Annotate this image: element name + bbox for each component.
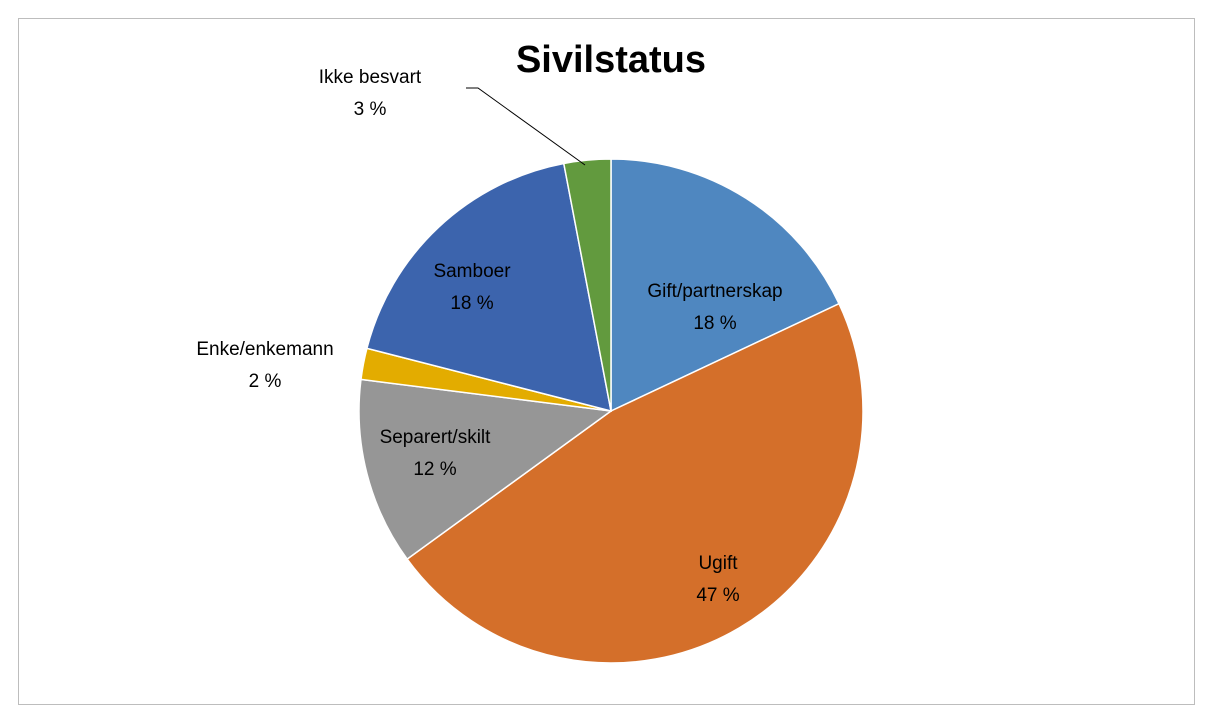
slice-value-label: 47 % [696, 585, 739, 606]
pie-slice [366, 162, 612, 413]
chart-title: Sivilstatus [516, 39, 706, 81]
pie-slice [610, 158, 841, 413]
slice-label: Samboer [433, 261, 511, 282]
slice-value-label: 12 % [413, 459, 456, 480]
pie-slice [406, 302, 864, 664]
pie-slice [358, 378, 613, 561]
slice-value-label: 2 % [249, 371, 282, 392]
slice-label: Ugift [698, 553, 738, 574]
slice-value-label: 18 % [450, 293, 493, 314]
slice-label: Separert/skilt [380, 427, 492, 448]
slice-value-label: 18 % [693, 313, 736, 334]
slice-label: Ikke besvart [319, 67, 422, 88]
leader-line [466, 87, 586, 166]
slice-label: Enke/enkemann [196, 339, 333, 360]
slice-label: Gift/partnerskap [647, 281, 782, 302]
pie-slice [562, 158, 612, 412]
slice-value-label: 3 % [354, 99, 387, 120]
